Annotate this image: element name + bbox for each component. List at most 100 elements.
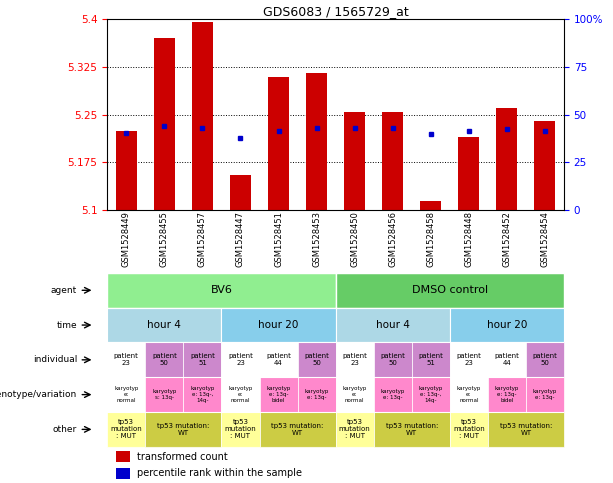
- Bar: [221, 308, 336, 342]
- Bar: [450, 377, 488, 412]
- Bar: [497, 108, 517, 210]
- Text: GSM1528451: GSM1528451: [274, 212, 283, 267]
- Text: patient
50: patient 50: [533, 354, 557, 366]
- Text: karyotyp
e: 13q-
bidel: karyotyp e: 13q- bidel: [266, 386, 291, 403]
- Text: patient
51: patient 51: [190, 354, 215, 366]
- Text: patient
23: patient 23: [114, 354, 139, 366]
- Bar: [488, 342, 526, 377]
- Text: individual: individual: [33, 355, 77, 364]
- Bar: [459, 137, 479, 210]
- Bar: [374, 342, 412, 377]
- Text: patient
51: patient 51: [418, 354, 443, 366]
- Text: GSM1528449: GSM1528449: [122, 212, 131, 267]
- Bar: [336, 342, 374, 377]
- Text: GSM1528454: GSM1528454: [541, 212, 549, 267]
- Text: tp53
mutation
: MUT: tp53 mutation : MUT: [110, 419, 142, 440]
- Bar: [268, 76, 289, 210]
- Text: tp53
mutation
: MUT: tp53 mutation : MUT: [339, 419, 370, 440]
- Title: GDS6083 / 1565729_at: GDS6083 / 1565729_at: [263, 5, 408, 18]
- Bar: [221, 377, 259, 412]
- Text: karyotyp
e: 13q-: karyotyp e: 13q-: [533, 389, 557, 400]
- Text: GSM1528457: GSM1528457: [198, 212, 207, 268]
- Text: GSM1528448: GSM1528448: [464, 212, 473, 268]
- Bar: [297, 377, 336, 412]
- Bar: [488, 412, 564, 447]
- Text: other: other: [53, 425, 77, 434]
- Bar: [107, 377, 145, 412]
- Text: patient
44: patient 44: [266, 354, 291, 366]
- Bar: [107, 412, 145, 447]
- Bar: [107, 308, 221, 342]
- Bar: [535, 121, 555, 210]
- Text: tp53
mutation
: MUT: tp53 mutation : MUT: [453, 419, 485, 440]
- Text: transformed count: transformed count: [137, 452, 227, 462]
- Text: tp53 mutation:
WT: tp53 mutation: WT: [500, 423, 552, 436]
- Text: karyotyp
e: 13q-: karyotyp e: 13q-: [381, 389, 405, 400]
- Text: patient
50: patient 50: [380, 354, 405, 366]
- Bar: [336, 273, 564, 308]
- Bar: [145, 342, 183, 377]
- Text: patient
23: patient 23: [228, 354, 253, 366]
- Text: patient
44: patient 44: [495, 354, 519, 366]
- Bar: [230, 175, 251, 210]
- Bar: [526, 342, 564, 377]
- Bar: [145, 412, 221, 447]
- Bar: [259, 412, 336, 447]
- Text: karyotyp
e:
normal: karyotyp e: normal: [343, 386, 367, 403]
- Bar: [107, 342, 145, 377]
- Bar: [116, 468, 130, 479]
- Text: DMSO control: DMSO control: [412, 285, 488, 295]
- Text: karyotyp
e: 13q-,
14q-: karyotyp e: 13q-, 14q-: [190, 386, 215, 403]
- Text: GSM1528447: GSM1528447: [236, 212, 245, 268]
- Text: karyotyp
e:
normal: karyotyp e: normal: [457, 386, 481, 403]
- Bar: [488, 377, 526, 412]
- Text: karyotyp
e: 13q-: karyotyp e: 13q-: [305, 389, 329, 400]
- Bar: [221, 342, 259, 377]
- Text: karyotyp
e:
normal: karyotyp e: normal: [114, 386, 139, 403]
- Text: GSM1528452: GSM1528452: [503, 212, 511, 267]
- Bar: [221, 412, 259, 447]
- Text: hour 20: hour 20: [258, 320, 299, 330]
- Text: percentile rank within the sample: percentile rank within the sample: [137, 468, 302, 478]
- Text: tp53
mutation
: MUT: tp53 mutation : MUT: [224, 419, 256, 440]
- Bar: [374, 377, 412, 412]
- Bar: [107, 273, 336, 308]
- Text: hour 4: hour 4: [376, 320, 409, 330]
- Bar: [297, 342, 336, 377]
- Bar: [154, 38, 175, 210]
- Text: karyotyp
s: 13q-: karyotyp s: 13q-: [152, 389, 177, 400]
- Text: hour 4: hour 4: [147, 320, 181, 330]
- Bar: [116, 451, 130, 462]
- Text: karyotyp
e: 13q-
bidel: karyotyp e: 13q- bidel: [495, 386, 519, 403]
- Bar: [450, 342, 488, 377]
- Text: patient
50: patient 50: [152, 354, 177, 366]
- Text: GSM1528455: GSM1528455: [160, 212, 169, 267]
- Text: hour 20: hour 20: [487, 320, 527, 330]
- Bar: [116, 130, 137, 210]
- Text: genotype/variation: genotype/variation: [0, 390, 77, 399]
- Bar: [450, 412, 488, 447]
- Bar: [259, 377, 297, 412]
- Text: time: time: [56, 321, 77, 329]
- Text: patient
23: patient 23: [342, 354, 367, 366]
- Bar: [344, 112, 365, 210]
- Bar: [526, 377, 564, 412]
- Bar: [336, 308, 450, 342]
- Text: GSM1528453: GSM1528453: [312, 212, 321, 268]
- Text: GSM1528456: GSM1528456: [388, 212, 397, 268]
- Bar: [412, 377, 450, 412]
- Text: GSM1528450: GSM1528450: [350, 212, 359, 267]
- Bar: [421, 200, 441, 210]
- Bar: [183, 342, 221, 377]
- Text: agent: agent: [51, 286, 77, 295]
- Text: tp53 mutation:
WT: tp53 mutation: WT: [272, 423, 324, 436]
- Text: BV6: BV6: [210, 285, 232, 295]
- Text: karyotyp
e: 13q-,
14q-: karyotyp e: 13q-, 14q-: [419, 386, 443, 403]
- Bar: [412, 342, 450, 377]
- Bar: [336, 412, 374, 447]
- Text: tp53 mutation:
WT: tp53 mutation: WT: [157, 423, 210, 436]
- Text: patient
50: patient 50: [304, 354, 329, 366]
- Text: karyotyp
e:
normal: karyotyp e: normal: [228, 386, 253, 403]
- Bar: [145, 377, 183, 412]
- Bar: [306, 73, 327, 210]
